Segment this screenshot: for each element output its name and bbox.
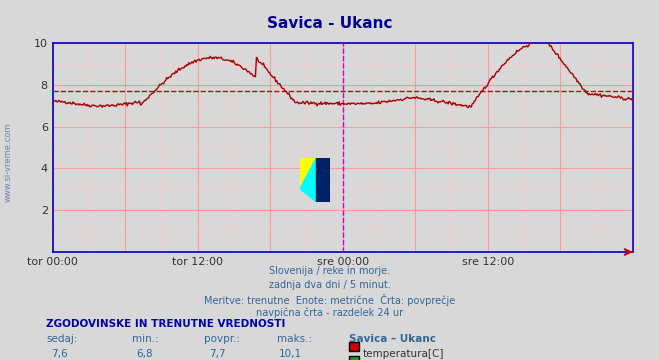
Text: sedaj:: sedaj: <box>46 334 78 344</box>
Text: www.si-vreme.com: www.si-vreme.com <box>3 122 13 202</box>
Polygon shape <box>300 158 316 189</box>
Polygon shape <box>316 158 330 202</box>
Text: 7,6: 7,6 <box>51 349 68 359</box>
Text: Savica - Ukanc: Savica - Ukanc <box>267 16 392 31</box>
Polygon shape <box>300 158 316 202</box>
Text: 7,7: 7,7 <box>209 349 226 359</box>
Text: Slovenija / reke in morje.: Slovenija / reke in morje. <box>269 266 390 276</box>
Text: 6,8: 6,8 <box>136 349 154 359</box>
Text: maks.:: maks.: <box>277 334 312 344</box>
Text: Meritve: trenutne  Enote: metrične  Črta: povprečje: Meritve: trenutne Enote: metrične Črta: … <box>204 294 455 306</box>
Text: ZGODOVINSKE IN TRENUTNE VREDNOSTI: ZGODOVINSKE IN TRENUTNE VREDNOSTI <box>46 319 285 329</box>
Text: temperatura[C]: temperatura[C] <box>362 349 444 359</box>
Text: 10,1: 10,1 <box>278 349 302 359</box>
Text: zadnja dva dni / 5 minut.: zadnja dva dni / 5 minut. <box>269 280 390 290</box>
Text: Savica – Ukanc: Savica – Ukanc <box>349 334 436 344</box>
Text: navpična črta - razdelek 24 ur: navpična črta - razdelek 24 ur <box>256 307 403 318</box>
Text: povpr.:: povpr.: <box>204 334 241 344</box>
Text: min.:: min.: <box>132 334 159 344</box>
